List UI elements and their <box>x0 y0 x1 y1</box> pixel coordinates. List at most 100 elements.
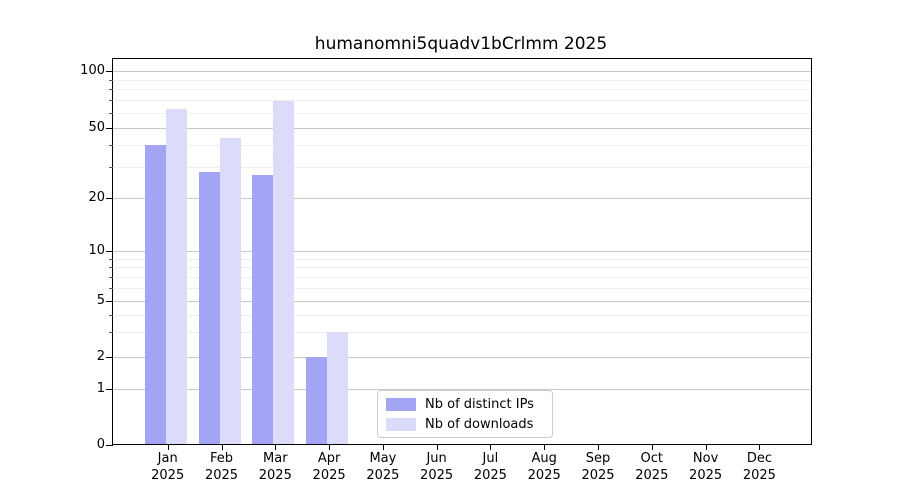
y-tick-label-0: 0 <box>96 436 105 452</box>
x-tick-label-month-jun: Jun <box>426 451 447 466</box>
x-tick-label-dec: Dec 2025 <box>727 451 791 484</box>
x-tick-label-year-mar: 2025 <box>258 467 292 483</box>
gridline-minor-80 <box>113 89 811 91</box>
x-tick-label-year-jul: 2025 <box>473 467 507 483</box>
y-minor-tick-3 <box>109 332 113 334</box>
x-tick-label-year-aug: 2025 <box>527 467 561 483</box>
x-tick-label-year-apr: 2025 <box>312 467 346 483</box>
gridline-minor-30 <box>113 166 811 168</box>
x-tick-label-month-oct: Oct <box>640 451 664 466</box>
x-tick-jun <box>436 444 438 450</box>
y-tick-10 <box>106 251 113 252</box>
x-tick-label-year-feb: 2025 <box>204 467 239 483</box>
x-tick-label-year-sep: 2025 <box>581 467 615 483</box>
bar-apr-downloads <box>327 332 349 444</box>
x-tick-label-month-apr: Apr <box>317 451 341 466</box>
x-tick-label-month-may: May <box>369 451 397 466</box>
x-tick-label-month-jan: Jan <box>157 451 178 466</box>
y-tick-label-100: 100 <box>80 63 105 78</box>
bar-mar-downloads <box>273 101 295 444</box>
x-tick-jan <box>167 444 169 450</box>
x-tick-label-month-mar: Mar <box>263 451 288 466</box>
x-tick-label-month-sep: Sep <box>585 451 611 466</box>
y-minor-tick-9 <box>109 258 113 260</box>
x-tick-mar <box>275 444 277 450</box>
x-tick-label-aug: Aug 2025 <box>512 451 576 484</box>
y-minor-tick-30 <box>109 166 113 168</box>
gridline-minor-8 <box>113 267 811 269</box>
gridline-major-5 <box>113 301 811 303</box>
legend-row-downloads: Nb of downloads <box>386 417 544 432</box>
y-tick-label-1: 1 <box>96 380 105 396</box>
y-minor-tick-6 <box>109 288 113 290</box>
x-tick-oct <box>651 444 653 450</box>
legend-label-downloads: Nb of downloads <box>425 416 534 432</box>
x-tick-label-mar: Mar 2025 <box>243 451 307 484</box>
gridline-minor-3 <box>113 332 811 334</box>
x-tick-label-month-aug: Aug <box>531 451 557 466</box>
gridline-major-100 <box>113 71 811 72</box>
gridline-minor-40 <box>113 144 811 146</box>
x-tick-label-month-nov: Nov <box>692 451 719 466</box>
x-tick-label-year-jun: 2025 <box>420 467 454 483</box>
y-minor-tick-4 <box>109 314 113 316</box>
x-tick-jul <box>490 444 492 450</box>
bar-mar-distinct-ips <box>252 174 274 444</box>
legend-label-distinct-ips: Nb of distinct IPs <box>425 396 534 412</box>
gridline-minor-4 <box>113 314 811 316</box>
x-tick-dec <box>759 444 761 450</box>
y-tick-label-5: 5 <box>96 293 105 309</box>
y-minor-tick-90 <box>109 79 113 81</box>
y-tick-2 <box>106 357 113 358</box>
bar-feb-downloads <box>219 137 241 444</box>
x-tick-label-year-oct: 2025 <box>635 467 669 483</box>
x-tick-label-month-feb: Feb <box>209 451 234 466</box>
x-tick-label-nov: Nov 2025 <box>674 451 738 484</box>
y-tick-1 <box>106 388 113 390</box>
chart-title: humanomni5quadv1bCrlmm 2025 <box>314 34 608 54</box>
bar-jan-distinct-ips <box>144 144 166 444</box>
gridline-minor-7 <box>113 276 811 278</box>
y-tick-label-2: 2 <box>96 349 105 364</box>
gridline-minor-70 <box>113 100 811 102</box>
x-tick-label-jun: Jun 2025 <box>405 451 469 484</box>
gridline-minor-9 <box>113 258 811 260</box>
x-tick-label-year-jan: 2025 <box>151 467 185 483</box>
x-tick-feb <box>221 444 223 450</box>
x-tick-label-oct: Oct 2025 <box>620 451 684 484</box>
y-tick-label-50: 50 <box>88 119 105 135</box>
x-tick-sep <box>598 444 599 450</box>
y-tick-label-20: 20 <box>88 189 105 205</box>
bar-jan-downloads <box>165 108 187 444</box>
y-minor-tick-60 <box>109 112 113 114</box>
gridline-minor-6 <box>113 288 811 290</box>
y-minor-tick-40 <box>109 144 113 146</box>
x-tick-aug <box>544 444 546 450</box>
x-tick-label-jul: Jul 2025 <box>458 451 522 484</box>
x-tick-may <box>382 444 384 450</box>
legend-swatch-downloads <box>386 417 416 431</box>
x-tick-label-jan: Jan 2025 <box>136 451 200 484</box>
bar-feb-distinct-ips <box>198 172 220 444</box>
y-tick-50 <box>106 127 113 129</box>
y-tick-100 <box>106 71 113 72</box>
y-minor-tick-80 <box>109 89 113 91</box>
x-tick-label-year-nov: 2025 <box>689 467 723 483</box>
x-tick-label-may: May 2025 <box>351 451 415 484</box>
x-tick-nov <box>705 444 707 450</box>
plot-area: 100 50 20 10 5 2 1 0 Jan 2025 Feb 2025 Mar 2025 Apr 20… <box>80 58 812 483</box>
y-minor-tick-70 <box>109 100 113 102</box>
x-tick-label-apr: Apr 2025 <box>297 451 361 484</box>
y-tick-20 <box>106 197 113 199</box>
legend: Nb of distinct IPs Nb of downloads <box>377 390 553 438</box>
x-tick-label-month-dec: Dec <box>746 451 772 466</box>
gridline-major-50 <box>113 127 811 129</box>
legend-swatch-distinct-ips <box>386 397 416 411</box>
x-tick-label-month-jul: Jul <box>482 451 499 466</box>
y-minor-tick-7 <box>109 276 113 278</box>
gridline-minor-60 <box>113 112 811 114</box>
gridline-minor-90 <box>113 79 811 81</box>
bar-apr-distinct-ips <box>306 357 328 444</box>
gridline-major-20 <box>113 197 811 199</box>
